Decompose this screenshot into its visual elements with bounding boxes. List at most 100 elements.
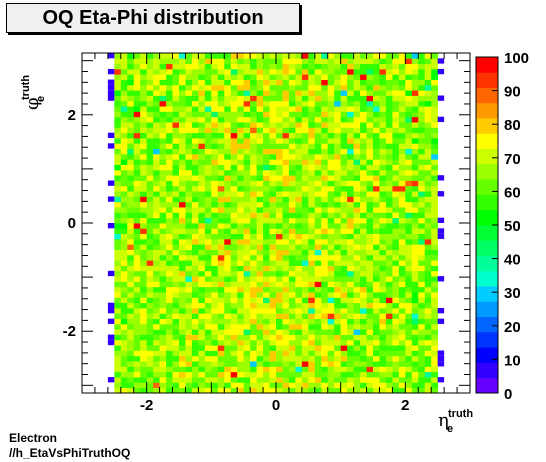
heatmap-cell [140, 276, 148, 282]
heatmap-cell [127, 217, 135, 224]
heatmap-cell [114, 345, 122, 351]
heatmap-cell [340, 308, 348, 314]
heatmap-cell [230, 260, 238, 266]
heatmap-cell [321, 84, 329, 91]
heatmap-cell [198, 387, 206, 394]
y-tick-label: 0 [68, 215, 76, 232]
heatmap-cell [263, 350, 270, 357]
heatmap-cell [276, 265, 283, 272]
heatmap-cell [237, 355, 245, 362]
heatmap-cell [179, 270, 186, 277]
heatmap-cell [127, 74, 135, 80]
heatmap-cell [282, 329, 290, 335]
heatmap-cell [288, 355, 296, 362]
heatmap-cell [340, 313, 348, 320]
heatmap-cell [256, 361, 264, 367]
heatmap-cell [263, 313, 270, 320]
heatmap-cell [159, 106, 167, 112]
heatmap-cell [140, 138, 148, 144]
heatmap-cell [405, 223, 413, 229]
heatmap-edge-cell [107, 302, 115, 308]
heatmap-cell [172, 238, 180, 245]
heatmap-cell [114, 63, 122, 70]
heatmap-cell [269, 323, 277, 330]
heatmap-cell [243, 308, 251, 314]
heatmap-cell [172, 265, 180, 272]
heatmap-cell [424, 185, 432, 192]
heatmap-cell [431, 329, 439, 335]
heatmap-cell [282, 74, 290, 80]
heatmap-cell [314, 175, 322, 181]
heatmap-cell [133, 254, 141, 261]
heatmap-cell [366, 345, 374, 351]
heatmap-cell [418, 260, 426, 266]
heatmap-cell [250, 148, 257, 155]
heatmap-edge-cell [437, 68, 445, 75]
heatmap-cell [146, 286, 154, 293]
heatmap-cell [217, 233, 225, 240]
heatmap-cell [282, 260, 290, 266]
heatmap-cell [166, 345, 173, 351]
heatmap-cell [327, 318, 335, 325]
heatmap-cell [353, 334, 361, 341]
heatmap-cell [379, 313, 387, 320]
heatmap-cell [140, 84, 148, 91]
heatmap-cell [398, 201, 406, 208]
heatmap-cell [191, 90, 199, 96]
heatmap-cell [153, 95, 160, 102]
heatmap-cell [140, 63, 148, 70]
heatmap-cell [153, 68, 160, 75]
heatmap-cell [191, 132, 199, 139]
heatmap-cell [360, 260, 367, 266]
heatmap-cell [373, 116, 380, 123]
heatmap-cell [314, 270, 322, 277]
heatmap-cell [250, 58, 257, 65]
heatmap-cell [379, 180, 387, 187]
heatmap-cell [191, 345, 199, 351]
heatmap-cell [211, 313, 219, 320]
heatmap-cell [243, 175, 251, 181]
heatmap-cell [211, 265, 219, 272]
heatmap-cell [166, 111, 173, 118]
heatmap-cell [385, 63, 393, 70]
heatmap-cell [288, 323, 296, 330]
heatmap-cell [166, 84, 173, 91]
heatmap-cell [314, 292, 322, 298]
heatmap-cell [146, 223, 154, 229]
heatmap-cell [159, 58, 167, 65]
heatmap-cell [418, 196, 426, 203]
heatmap-cell [347, 191, 354, 197]
heatmap-cell [204, 180, 212, 187]
heatmap-cell [237, 281, 245, 288]
heatmap-cell [166, 292, 173, 298]
heatmap-cell [366, 164, 374, 171]
heatmap-cell [314, 228, 322, 235]
heatmap-cell [340, 286, 348, 293]
heatmap-cell [250, 244, 257, 250]
heatmap-cell [140, 79, 148, 86]
heatmap-cell [243, 74, 251, 80]
heatmap-cell [392, 313, 400, 320]
heatmap-cell [327, 169, 335, 176]
heatmap-cell [424, 329, 432, 335]
heatmap-cell [159, 74, 167, 80]
heatmap-cell [327, 350, 335, 357]
heatmap-cell [133, 90, 141, 96]
heatmap-cell [263, 201, 270, 208]
heatmap-cell [133, 276, 141, 282]
heatmap-cell [140, 313, 148, 320]
heatmap-cell [243, 377, 251, 383]
heatmap-cell [224, 90, 232, 96]
heatmap-cell [411, 297, 419, 304]
heatmap-cell [133, 366, 141, 373]
heatmap-cell [146, 84, 154, 91]
heatmap-cell [166, 196, 173, 203]
heatmap-cell [120, 249, 128, 256]
heatmap-cell [185, 339, 193, 346]
heatmap-cell [250, 175, 257, 181]
heatmap-cell [198, 323, 206, 330]
heatmap-cell [263, 339, 270, 346]
heatmap-cell [159, 207, 167, 213]
heatmap-cell [334, 95, 342, 102]
heatmap-cell [360, 297, 367, 304]
